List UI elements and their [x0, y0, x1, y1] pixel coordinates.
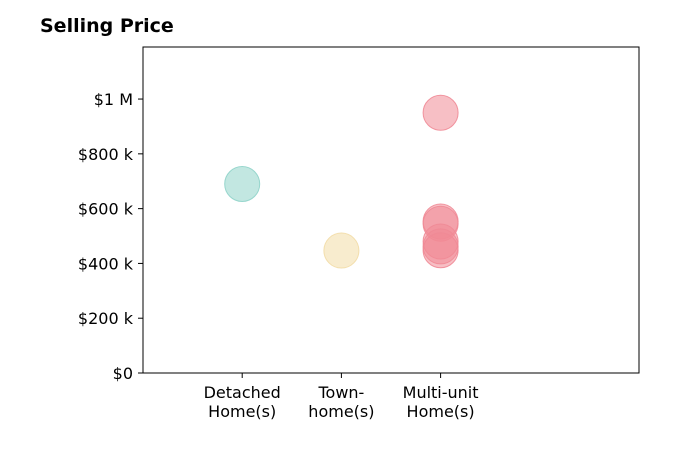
y-tick-label: $1 M — [94, 90, 133, 109]
y-tick-label: $400 k — [78, 254, 134, 273]
data-point — [323, 232, 360, 269]
chart-title: Selling Price — [40, 15, 174, 37]
x-axis: Detached Home(s) Town-home(s) Multi-unit Hom… — [204, 373, 479, 421]
x-tick-label: Detached Home(s) — [204, 383, 281, 421]
y-tick-label: $800 k — [78, 145, 134, 164]
data-point — [422, 94, 459, 131]
y-tick-label: $600 k — [78, 200, 134, 219]
y-tick-label: $0 — [113, 364, 133, 383]
plot-area-frame — [142, 46, 640, 374]
x-tick-label: Town-home(s) — [308, 383, 374, 421]
y-axis: $0 $200 k $400 k $600 k $800 k $1 M — [78, 90, 143, 383]
data-point — [422, 232, 459, 269]
data-points — [224, 94, 459, 269]
y-tick-label: $200 k — [78, 309, 134, 328]
x-tick-label: Multi-unit Home(s) — [403, 383, 479, 421]
data-point — [224, 165, 261, 202]
